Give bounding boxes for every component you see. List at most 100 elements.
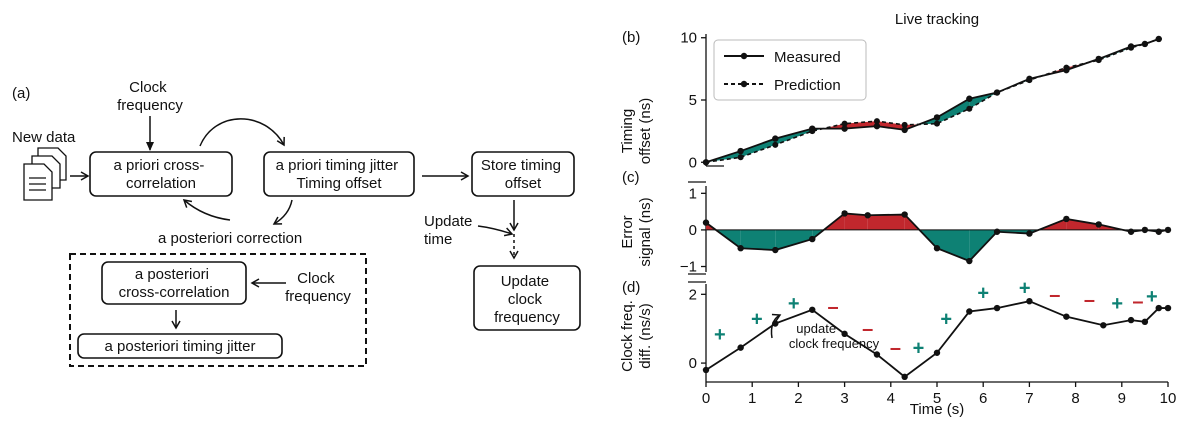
measured-point-1 [737, 147, 744, 155]
legend-prediction-marker [740, 80, 748, 88]
measured-point-14 [1141, 40, 1149, 48]
a-priori-cross-correlation-box [89, 151, 233, 197]
freq-marker-minus-4: – [862, 319, 873, 341]
measured-point-7 [933, 114, 941, 121]
panel-d-xtick-label-5: 5 [933, 390, 941, 407]
legend-prediction-label: Prediction [774, 77, 841, 94]
ylabel-d-line2: diff. (ns/s) [637, 303, 654, 369]
panel-d-xtick-label-9: 9 [1118, 390, 1126, 407]
clock-freq-point-1 [737, 344, 744, 351]
measured-point-3 [809, 125, 816, 132]
error-point-0 [702, 219, 710, 226]
panel-b-fill-2 [775, 128, 813, 145]
legend-measured-marker [740, 52, 748, 60]
panel-c-ytick-label--1: −1 [680, 259, 697, 276]
panel-d-xtick-label-3: 3 [840, 390, 848, 407]
error-point-10 [1026, 230, 1033, 237]
a-posteriori-timing-jitter-box [77, 333, 283, 359]
clock-freq-point-13 [1127, 316, 1135, 324]
error-point-3 [809, 235, 816, 243]
clock-freq-point-4 [841, 330, 848, 338]
prediction-point-2 [772, 141, 779, 148]
freq-marker-minus-3: – [827, 296, 838, 318]
legend: Measured Prediction [713, 39, 867, 101]
freq-marker-plus-7: + [940, 308, 952, 330]
freq-marker-plus-1: + [751, 308, 763, 330]
panel-b-ytick-label-5: 5 [689, 92, 697, 109]
ylabel-c-line2: signal (ns) [637, 197, 654, 266]
prediction-point-8 [966, 105, 973, 112]
measured-point-5 [873, 122, 881, 130]
clock-freq-point-6 [901, 373, 908, 381]
update-clock-frequency-label: Update clock frequency [494, 273, 560, 326]
panel-label-b: (b) [622, 29, 640, 46]
panel-c-fill-5 [867, 214, 905, 230]
a-priori-timing-jitter-label: a priori timing jitter Timing offset [276, 157, 403, 192]
error-point-14 [1141, 226, 1149, 234]
panel-d-xtick-label-6: 6 [979, 390, 987, 407]
panel-c-ytick-label-0: 0 [689, 222, 697, 239]
annotation-update-clock-frequency: update clock frequency [789, 321, 880, 351]
documents-icon [23, 147, 67, 201]
measured-point-8 [966, 95, 973, 102]
measured-point-6 [901, 126, 908, 134]
prediction-point-7 [934, 120, 940, 127]
a-posteriori-cross-correlation-label: a posteriori cross-correlation [119, 266, 230, 301]
error-point-1 [737, 245, 744, 252]
error-point-15 [1155, 228, 1162, 235]
panel-b-fill-4 [844, 121, 877, 129]
clock-freq-point-10 [1026, 297, 1033, 305]
error-point-4 [841, 210, 848, 217]
store-timing-offset-label: Store timing offset [481, 157, 565, 192]
clock-freq-point-8 [966, 308, 973, 315]
update-clock-frequency-box [473, 265, 581, 331]
measured-point-13 [1127, 43, 1135, 50]
new-data-label: New data [12, 129, 76, 146]
measured-point-10 [1026, 75, 1033, 83]
panel-d-xtick-label-7: 7 [1025, 390, 1033, 407]
clock-freq-point-11 [1063, 313, 1070, 320]
panel-b-ytick-label-10: 10 [680, 30, 697, 47]
a-priori-timing-jitter-box [263, 151, 415, 197]
clock-frequency-top-label: Clock frequency [117, 79, 183, 114]
prediction-point-4 [841, 120, 848, 127]
panel-c-ytick-label-1: 1 [689, 185, 697, 202]
freq-marker-plus-8: + [977, 283, 989, 305]
prediction-point-5 [873, 118, 880, 125]
freq-marker-plus-0: + [714, 324, 726, 346]
panel-b-fill-7 [937, 98, 970, 124]
error-point-12 [1095, 221, 1102, 228]
prediction-line [705, 38, 1160, 164]
freq-marker-minus-13: – [1132, 291, 1143, 313]
error-point-13 [1127, 228, 1135, 235]
ylabel-c-line1: Error [619, 215, 636, 248]
prediction-point-6 [901, 121, 908, 128]
measured-line [705, 38, 1160, 164]
a-posteriori-correction-label: a posteriori correction [158, 230, 302, 247]
panel-b-ytick-label-0: 0 [689, 154, 697, 171]
ylabel-b-line2: offset (ns) [637, 98, 654, 164]
error-point-16 [1164, 226, 1172, 234]
clock-freq-point-2 [772, 320, 779, 327]
freq-marker-plus-6: + [913, 338, 925, 360]
freq-marker-minus-5: – [890, 338, 901, 360]
panel-d-ytick-label-2: 2 [689, 286, 697, 303]
panel-c-fill-11 [1066, 218, 1099, 230]
legend-measured-label: Measured [774, 49, 841, 66]
panel-c-fill-1 [740, 229, 776, 251]
panel-c-fill-4 [844, 213, 868, 230]
a-priori-cross-correlation-label: a priori cross- correlation [113, 157, 208, 192]
error-point-6 [901, 211, 908, 218]
ylabel-d-line1: Clock freq. [619, 300, 636, 372]
panel-d-xtick-label-1: 1 [748, 390, 756, 407]
error-point-9 [993, 228, 1001, 235]
panel-d-xtick-label-2: 2 [794, 390, 802, 407]
panel-c-fill-7 [937, 229, 970, 262]
panel-b-fill-1 [740, 138, 776, 158]
error-point-8 [966, 257, 973, 265]
measured-point-11 [1063, 66, 1070, 74]
clock-freq-point-5 [873, 351, 881, 358]
panel-d-xtick-label-10: 10 [1160, 390, 1177, 407]
ylabel-b-line1: Timing [619, 109, 636, 153]
